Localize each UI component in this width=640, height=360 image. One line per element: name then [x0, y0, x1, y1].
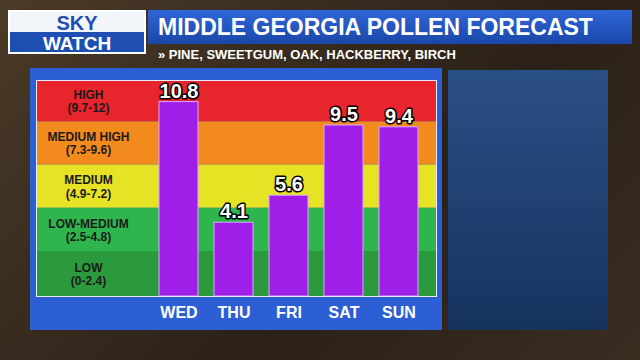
- svg-text:5.6: 5.6: [275, 173, 303, 195]
- html-text:MIDDLE GEORGIA POLLEN FORECAST: MIDDLE GEORGIA POLLEN FORECAST: [158, 14, 593, 40]
- svg-text:LOW-MEDIUM(2.5-4.8): LOW-MEDIUM(2.5-4.8): [48, 217, 128, 244]
- svg-text:9.4: 9.4: [385, 105, 414, 127]
- svg-text:9.5: 9.5: [330, 103, 358, 125]
- svg-text:WED: WED: [160, 304, 197, 321]
- svg-text:10.8: 10.8: [160, 80, 199, 102]
- svg-text:LOW(0-2.4): LOW(0-2.4): [71, 261, 106, 288]
- svg-text:MEDIUM HIGH(7.3-9.6): MEDIUM HIGH(7.3-9.6): [48, 130, 130, 157]
- svg-text:HIGH(9.7-12): HIGH(9.7-12): [67, 88, 109, 115]
- svg-text:SAT: SAT: [329, 304, 360, 321]
- html-text:SKY: SKY: [56, 12, 98, 34]
- svg-text:THU: THU: [218, 304, 251, 321]
- html-text:WATCH: WATCH: [42, 33, 112, 54]
- svg-text:MEDIUM(4.9-7.2): MEDIUM(4.9-7.2): [64, 173, 113, 200]
- svg-text:4.1: 4.1: [220, 200, 248, 222]
- svg-text:FRI: FRI: [276, 304, 302, 321]
- html-text:» PINE, SWEETGUM, OAK, HACKBER: » PINE, SWEETGUM, OAK, HACKBERRY, BIRCH: [158, 47, 456, 62]
- svg-text:SUN: SUN: [382, 304, 416, 321]
